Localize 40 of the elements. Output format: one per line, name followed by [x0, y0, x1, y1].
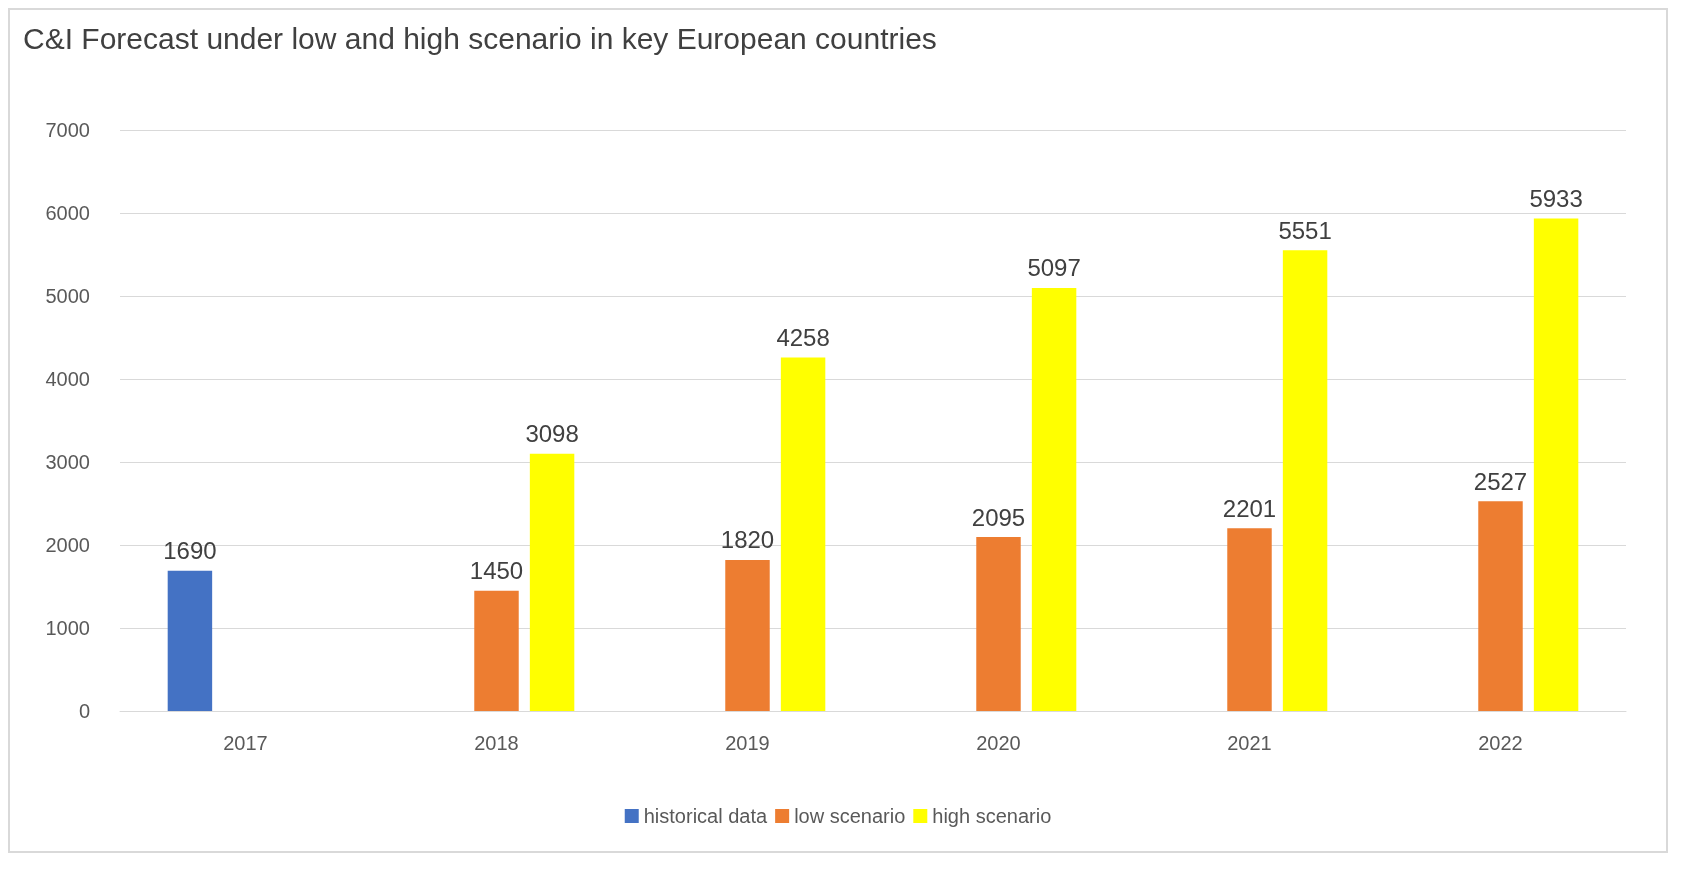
bar — [167, 570, 213, 711]
legend-label: high scenario — [932, 805, 1052, 827]
bar — [1282, 250, 1328, 711]
x-tick-label: 2021 — [1227, 732, 1272, 754]
data-label: 2527 — [1473, 467, 1528, 495]
y-tick-label: 1000 — [45, 617, 90, 639]
y-tick-label: 4000 — [45, 368, 90, 390]
bar — [474, 590, 519, 711]
legend-label: low scenario — [794, 805, 906, 827]
x-tick-label: 2020 — [976, 732, 1021, 754]
bar — [780, 357, 826, 711]
bar — [529, 453, 575, 711]
data-label: 5551 — [1278, 216, 1332, 244]
y-tick-label: 2000 — [45, 534, 90, 556]
data-label: 4258 — [776, 324, 830, 352]
bar — [1227, 528, 1272, 711]
y-tick-label: 7000 — [45, 119, 90, 141]
x-tick-label: 2017 — [223, 732, 268, 754]
x-tick-label: 2018 — [474, 732, 519, 754]
data-label: 1690 — [163, 537, 217, 565]
y-tick-label: 6000 — [45, 202, 90, 224]
x-tick-label: 2019 — [725, 732, 770, 754]
bar — [976, 537, 1021, 711]
x-tick-label: 2022 — [1478, 732, 1523, 754]
data-label: 2201 — [1222, 494, 1277, 522]
y-tick-label: 3000 — [45, 451, 90, 473]
bar — [725, 559, 770, 711]
bar — [1478, 501, 1523, 711]
bar — [1031, 287, 1077, 711]
data-label: 5933 — [1529, 185, 1583, 213]
data-label: 5097 — [1027, 254, 1081, 282]
data-label: 1450 — [469, 557, 524, 585]
y-tick-label: 0 — [78, 700, 90, 722]
legend-label: historical data — [643, 805, 769, 827]
data-label: 3098 — [525, 420, 579, 448]
bar — [1533, 218, 1579, 711]
data-label: 2095 — [971, 503, 1026, 531]
y-tick-label: 5000 — [45, 285, 90, 307]
data-label: 1820 — [720, 526, 775, 554]
chart-title: C&I Forecast under low and high scenario in key European countries — [23, 21, 937, 55]
